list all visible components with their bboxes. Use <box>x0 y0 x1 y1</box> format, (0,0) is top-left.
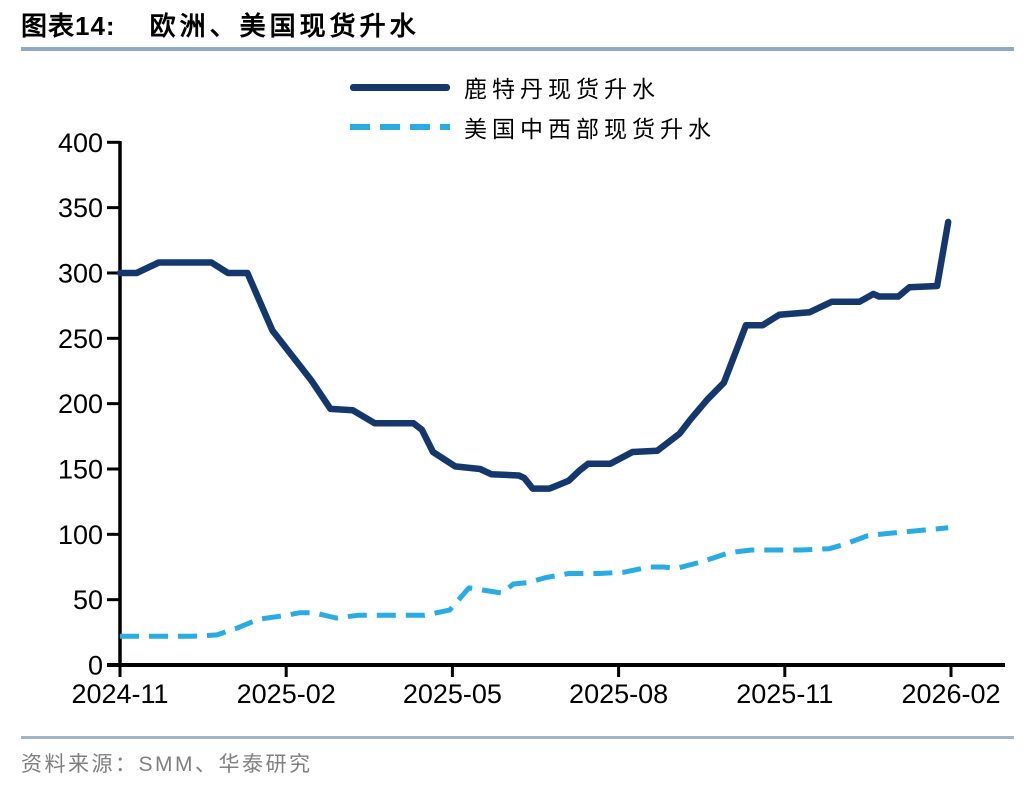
source-note: 资料来源：SMM、华泰研究 <box>21 748 313 778</box>
y-tick-label: 150 <box>58 454 103 484</box>
solid-line-swatch-icon <box>350 83 450 91</box>
source-label: 资料来源： <box>21 753 139 776</box>
y-tick-label: 100 <box>58 520 103 550</box>
legend-item-rotterdam: 鹿特丹现货升水 <box>350 67 716 107</box>
source-text: SMM、华泰研究 <box>138 753 313 776</box>
chart-legend: 鹿特丹现货升水 美国中西部现货升水 <box>350 67 716 147</box>
x-tick-label: 2024-11 <box>71 679 168 709</box>
bottom-divider <box>21 736 1014 739</box>
y-tick-label: 300 <box>58 258 103 288</box>
us-midwest-premium-line <box>120 525 949 639</box>
rotterdam-premium-line <box>116 218 952 492</box>
legend-item-us-midwest: 美国中西部现货升水 <box>350 107 716 147</box>
figure-title: 欧洲、美国现货升水 <box>149 11 420 41</box>
y-tick-label: 350 <box>58 193 103 223</box>
x-tick-label: 2025-11 <box>736 679 833 709</box>
x-tick-label: 2025-02 <box>237 679 336 709</box>
y-tick-label: 250 <box>58 324 103 354</box>
dashed-line-swatch-icon <box>350 124 450 130</box>
y-tick-label: 400 <box>58 128 103 158</box>
y-tick-label: 50 <box>73 585 103 615</box>
figure-number-label: 图表14: <box>21 11 116 41</box>
x-tick-label: 2025-05 <box>403 679 502 709</box>
x-tick-label: 2025-08 <box>569 679 668 709</box>
y-tick-label: 0 <box>88 651 103 681</box>
legend-label: 美国中西部现货升水 <box>464 116 716 142</box>
legend-label: 鹿特丹现货升水 <box>464 76 660 102</box>
y-tick-label: 200 <box>58 389 103 419</box>
x-tick-label: 2026-02 <box>901 679 1000 709</box>
figure-header: 图表14: 欧洲、美国现货升水 <box>21 6 420 43</box>
title-divider <box>21 47 1014 51</box>
